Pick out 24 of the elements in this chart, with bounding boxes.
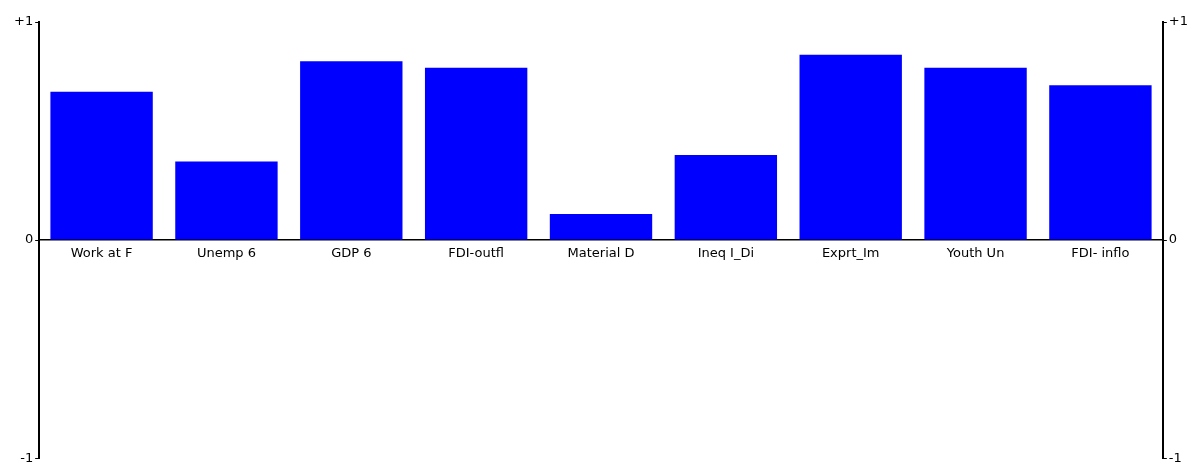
x-tick-label: Youth Un [945,245,1005,261]
x-tick-label: GDP 6 [331,245,372,261]
bar [175,161,278,240]
y2-tick-label: +1 [1168,13,1189,29]
bar [549,213,653,240]
bar [424,67,528,240]
x-tick-label: Exprt_Im [821,245,880,261]
y2-tick-label: -1 [1168,449,1182,465]
x-tick-label: Ineq I_Di [697,245,755,261]
y-tick-label: -1 [20,449,34,465]
y-tick-label: 0 [24,231,34,247]
bar [924,67,1027,240]
x-tick-label: FDI- inflo [1071,245,1130,261]
x-tick-label: Unemp 6 [196,245,256,261]
y2-tick-label: 0 [1168,231,1178,247]
y-tick-label: +1 [13,13,34,29]
bar [50,91,153,240]
x-tick-label: FDI-outfl [448,245,505,261]
bar [300,61,403,240]
x-tick-label: Work at F [70,245,133,261]
bar [1049,85,1152,240]
bar [674,155,778,240]
x-tick-label: Material D [567,245,635,261]
bar [799,54,902,240]
